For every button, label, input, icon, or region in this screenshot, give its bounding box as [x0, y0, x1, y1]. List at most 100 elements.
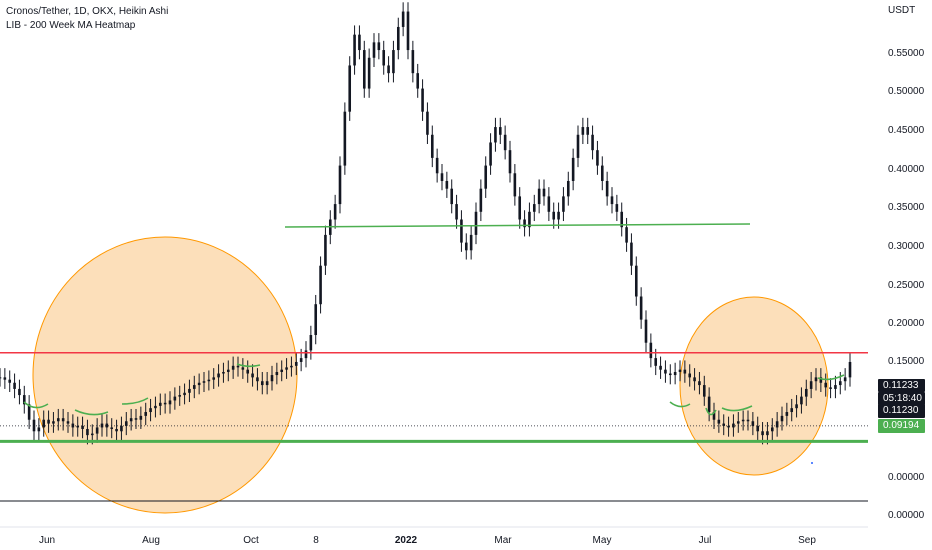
candle-body: [814, 377, 818, 382]
candle-body: [22, 395, 26, 405]
candle-body: [770, 427, 774, 432]
annotation-arc: [121, 397, 149, 405]
candle-body: [265, 381, 269, 386]
x-tick-label: Aug: [142, 535, 160, 546]
candle-body: [664, 369, 667, 374]
candle-body: [299, 358, 303, 362]
candle-body: [712, 412, 716, 420]
candle-body: [280, 369, 284, 372]
candle-body: [848, 361, 852, 378]
candle-body: [192, 385, 196, 389]
time-axis[interactable]: Jun Aug Oct 8 2022 Mar May Jul Sep: [0, 526, 868, 546]
candle-body: [226, 369, 230, 372]
candle-body: [722, 423, 726, 426]
candle-body: [66, 421, 70, 424]
candle-body: [256, 377, 259, 382]
candle-body: [426, 111, 429, 135]
candle-body: [333, 204, 337, 220]
candle-body: [401, 11, 405, 27]
annotation-arc: [817, 374, 845, 381]
candle-body: [353, 34, 356, 66]
candle-body: [0, 377, 2, 379]
candle-body: [688, 373, 692, 378]
candle-body: [489, 142, 492, 166]
candle-body: [158, 402, 162, 406]
price-tag: [878, 379, 925, 392]
candle-body: [455, 204, 458, 220]
candle-body: [52, 421, 55, 424]
candle-body: [659, 365, 662, 370]
price-tags: 0.11233 05:18:400.11230 0.09194: [878, 379, 925, 433]
candle-body: [173, 396, 177, 401]
candle-body: [236, 365, 240, 368]
candle-body: [562, 196, 565, 212]
candle-body: [144, 412, 148, 416]
price-tag-label: 0.11230: [883, 405, 919, 416]
candle-body: [270, 375, 274, 382]
candle-body: [421, 88, 424, 112]
candle-body: [746, 419, 750, 422]
candle-body: [513, 173, 517, 197]
candle-body: [576, 134, 580, 158]
candle-body: [86, 428, 89, 436]
annotation-arc: [705, 407, 717, 416]
candle-body: [61, 418, 65, 422]
plot-area[interactable]: [0, 2, 868, 514]
candle-body: [202, 381, 206, 383]
candle-body: [246, 369, 250, 374]
candle-body: [382, 50, 386, 66]
candle-body: [625, 227, 628, 243]
candle-body: [445, 180, 449, 189]
symbol-title[interactable]: Cronos/Tether, 1D, OKX, Heikin Ashi: [6, 6, 169, 17]
x-tick-label: 8: [313, 535, 319, 546]
candle-body: [367, 57, 371, 89]
candle-body: [838, 381, 842, 386]
candle-body: [732, 423, 735, 428]
y-tick-label: 0.00000: [888, 472, 925, 483]
y-tick-label: 0.15000: [888, 356, 925, 367]
candle-body: [756, 425, 760, 432]
candle-body: [275, 371, 279, 376]
candle-body: [698, 381, 701, 386]
price-tag: [878, 404, 925, 418]
candle-body: [183, 392, 186, 396]
candle-body: [620, 211, 624, 228]
mid-support-line[interactable]: [284, 223, 751, 228]
candle-body: [727, 425, 730, 428]
price-tag-label: 05:18:40: [883, 393, 922, 404]
annotation-arc: [23, 401, 49, 409]
candle-body: [129, 418, 133, 422]
candle-body: [377, 42, 381, 51]
candle-body: [532, 204, 536, 212]
indicator-title[interactable]: LIB - 200 Week MA Heatmap: [6, 20, 136, 31]
candle-body: [8, 379, 12, 383]
y-tick-label: 0.35000: [888, 202, 925, 213]
candle-body: [474, 211, 478, 235]
candle-body: [518, 196, 522, 220]
candle-body: [741, 419, 745, 422]
price-axis[interactable]: USDT 0.55000 0.50000 0.45000 0.40000 0.35000 0…: [888, 5, 925, 521]
candle-body: [484, 165, 488, 189]
candle-body: [416, 73, 420, 89]
candle-body: [47, 419, 50, 424]
candle-body: [251, 373, 254, 378]
y-tick-label: 0.40000: [888, 164, 925, 175]
candle-body: [13, 382, 16, 389]
candle-body: [217, 373, 220, 378]
annotation-arc: [236, 363, 261, 368]
candle-body: [634, 265, 638, 297]
candle-body: [387, 65, 390, 74]
y-axis-unit-label: USDT: [888, 5, 915, 16]
y-tick-label: 0.00000: [888, 510, 925, 521]
candle-body: [324, 234, 327, 266]
candle-body: [547, 196, 551, 212]
candle-body: [188, 388, 191, 393]
candle-body: [761, 431, 764, 436]
candle-body: [168, 400, 172, 405]
x-tick-label: 2022: [395, 535, 418, 546]
candle-body: [396, 26, 400, 51]
y-tick-label: 0.25000: [888, 280, 925, 291]
candle-body: [615, 204, 619, 212]
candle-body: [751, 421, 755, 426]
